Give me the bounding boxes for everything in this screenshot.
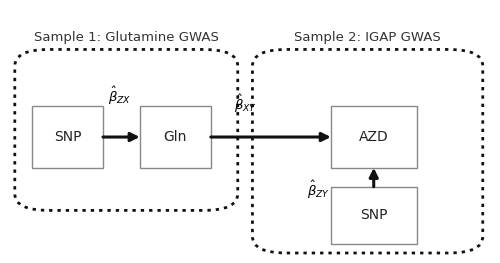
Text: $\hat{\beta}_{XY}$: $\hat{\beta}_{XY}$ xyxy=(234,92,258,115)
FancyBboxPatch shape xyxy=(331,187,416,244)
Text: SNP: SNP xyxy=(54,130,81,144)
Text: Gln: Gln xyxy=(164,130,187,144)
Text: Sample 2: IGAP GWAS: Sample 2: IGAP GWAS xyxy=(294,31,441,43)
Text: AZD: AZD xyxy=(359,130,388,144)
FancyBboxPatch shape xyxy=(331,106,416,168)
Text: SNP: SNP xyxy=(360,208,388,222)
Text: $\hat{\beta}_{ZX}$: $\hat{\beta}_{ZX}$ xyxy=(108,85,132,107)
FancyBboxPatch shape xyxy=(32,106,103,168)
Text: Sample 1: Glutamine GWAS: Sample 1: Glutamine GWAS xyxy=(34,31,218,43)
Text: $\hat{\beta}_{ZY}$: $\hat{\beta}_{ZY}$ xyxy=(306,179,330,201)
FancyBboxPatch shape xyxy=(140,106,211,168)
